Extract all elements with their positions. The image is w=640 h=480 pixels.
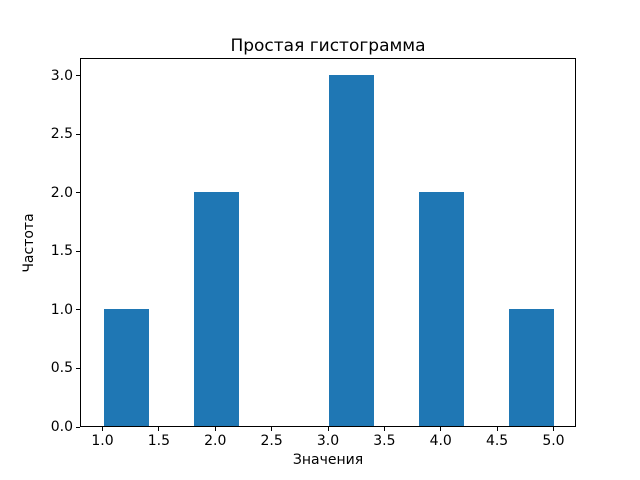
y-tick-label: 0.5 (50, 360, 73, 377)
x-tick-mark (552, 427, 554, 431)
histogram-bar (193, 191, 239, 426)
y-tick-mark (76, 75, 80, 77)
x-tick-label: 5.0 (542, 433, 565, 449)
chart-title: Простая гистограмма (230, 36, 426, 56)
y-tick-mark (76, 426, 80, 428)
y-tick-label: 1.5 (50, 243, 73, 260)
y-tick-label: 0.0 (50, 419, 73, 435)
histogram-bar (103, 308, 149, 426)
x-tick-mark (214, 427, 216, 431)
x-tick-label: 3.0 (316, 433, 340, 449)
y-tick-label: 1.0 (50, 301, 73, 318)
y-tick-mark (76, 192, 80, 194)
x-tick-label: 2.0 (204, 433, 227, 449)
x-tick-label: 1.0 (91, 433, 114, 449)
x-tick-mark (496, 427, 498, 431)
x-tick-label: 4.5 (485, 433, 509, 449)
x-tick-label: 1.5 (147, 433, 171, 449)
x-axis-label: Значения (292, 452, 364, 468)
x-tick-mark (327, 427, 329, 431)
x-tick-label: 3.5 (373, 433, 396, 449)
plot-area (80, 58, 576, 427)
histogram-bar (419, 191, 465, 426)
x-tick-mark (158, 427, 160, 431)
histogram-bar (329, 74, 375, 426)
y-tick-mark (76, 133, 80, 135)
x-tick-mark (271, 427, 273, 431)
x-tick-label: 4.0 (429, 433, 452, 449)
y-tick-label: 3.0 (50, 67, 73, 84)
y-tick-mark (76, 367, 80, 369)
x-tick-mark (102, 427, 104, 431)
y-tick-label: 2.0 (50, 184, 73, 201)
y-tick-mark (76, 250, 80, 252)
x-tick-mark (440, 427, 442, 431)
histogram-bar (509, 308, 555, 426)
y-tick-mark (76, 309, 80, 311)
x-tick-label: 2.5 (260, 433, 283, 449)
x-tick-mark (383, 427, 385, 431)
y-tick-label: 2.5 (50, 126, 73, 143)
